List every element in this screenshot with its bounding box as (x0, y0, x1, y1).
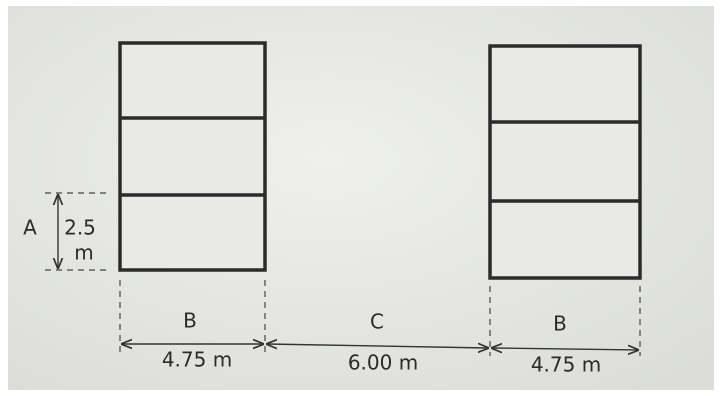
dimension-label: A (23, 216, 37, 240)
dimension-value: 6.00 m (348, 351, 418, 375)
dimension-label: B (183, 309, 197, 333)
frame-outline (120, 43, 265, 270)
frame-outline (490, 46, 640, 278)
dimension-value: 4.75 m (162, 348, 232, 372)
dimension-value: 2.5 (64, 216, 96, 240)
right-frame (490, 46, 640, 278)
dimension-label: C (370, 310, 384, 334)
dimension-label: B (553, 312, 567, 336)
diagram: A 2.5 m B 4.75 m C 6.00 m B 4.75 m (0, 0, 722, 396)
dimension-value: 4.75 m (531, 353, 601, 377)
left-frame (120, 43, 265, 270)
dimension-unit: m (74, 241, 93, 265)
